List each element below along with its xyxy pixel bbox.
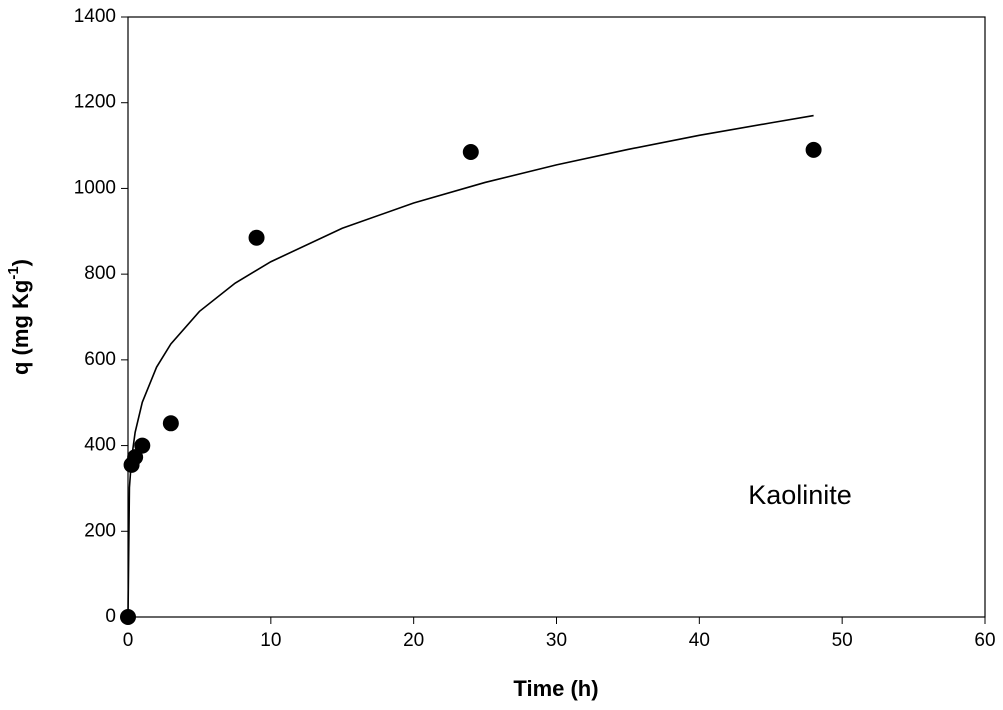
y-tick-label: 1000 bbox=[74, 177, 116, 198]
data-point bbox=[248, 229, 265, 246]
y-tick-label: 400 bbox=[84, 435, 116, 456]
data-point bbox=[805, 141, 822, 158]
x-tick-label: 40 bbox=[689, 630, 710, 651]
x-axis-label: Time (h) bbox=[513, 676, 598, 701]
y-axis-label: q (mg Kg-1) bbox=[5, 259, 33, 375]
data-point bbox=[120, 609, 136, 625]
y-tick-label: 200 bbox=[84, 520, 116, 541]
y-tick-label: 1200 bbox=[74, 92, 116, 113]
plot-frame bbox=[127, 16, 986, 618]
data-point bbox=[134, 437, 151, 454]
y-tick-label: 800 bbox=[84, 263, 116, 284]
x-tick-label: 0 bbox=[123, 630, 134, 651]
y-tick-label: 0 bbox=[105, 606, 116, 627]
annotation: Kaolinite bbox=[748, 480, 852, 510]
y-tick-label: 1400 bbox=[74, 6, 116, 27]
data-point bbox=[162, 415, 179, 432]
y-tick-label: 600 bbox=[84, 349, 116, 370]
x-tick-label: 20 bbox=[403, 630, 424, 651]
fit-line bbox=[127, 114, 814, 618]
y-axis-label-sup: -1 bbox=[5, 266, 22, 279]
x-tick-label: 30 bbox=[546, 630, 567, 651]
x-tick-label: 50 bbox=[832, 630, 853, 651]
x-tick-label: 10 bbox=[260, 630, 281, 651]
y-axis-label-end: ) bbox=[8, 259, 33, 266]
x-tick-label: 60 bbox=[974, 630, 995, 651]
y-axis-label-text: q (mg Kg bbox=[8, 280, 33, 375]
data-point bbox=[462, 144, 479, 160]
